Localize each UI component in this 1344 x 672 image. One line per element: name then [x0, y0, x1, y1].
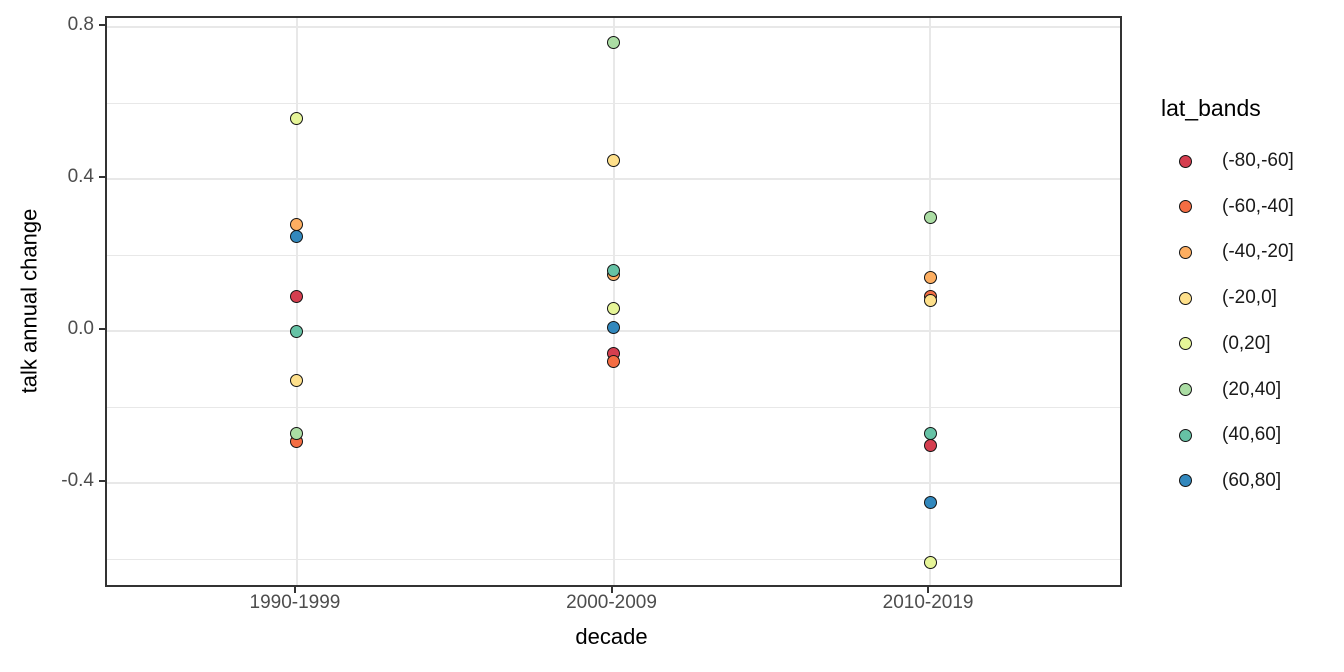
y-tick-label: 0.0 — [67, 318, 94, 339]
legend-item: (20,40] — [1179, 378, 1282, 400]
legend-item: (-60,-40] — [1179, 195, 1294, 217]
y-tick-mark — [99, 328, 105, 330]
data-point — [923, 556, 937, 570]
legend-key-dot-icon — [1179, 291, 1192, 305]
legend-item-label: (-60,-40] — [1222, 195, 1294, 217]
data-point — [290, 229, 304, 243]
legend-item: (-40,-20] — [1179, 241, 1294, 263]
y-tick-label: 0.8 — [67, 14, 94, 35]
data-point — [607, 263, 620, 277]
legend-item-label: (60,80] — [1222, 469, 1282, 491]
data-point — [290, 373, 304, 387]
x-tick-mark — [927, 587, 930, 593]
y-axis-title: talk annual change — [16, 208, 42, 394]
legend-item-label: (-80,-60] — [1222, 150, 1294, 171]
legend-key-dot-icon — [1179, 383, 1192, 396]
legend-item: (60,80] — [1179, 469, 1282, 491]
data-point — [923, 210, 937, 224]
legend-key-dot-icon — [1179, 154, 1192, 168]
data-point — [607, 354, 620, 368]
data-point — [923, 495, 937, 509]
x-tick-label: 1990-1999 — [249, 592, 341, 613]
data-point — [607, 35, 620, 49]
data-point — [290, 427, 304, 441]
legend-title: lat_bands — [1161, 95, 1261, 121]
data-point — [923, 271, 937, 285]
x-major-gridline — [612, 18, 615, 585]
y-tick-mark — [99, 480, 105, 482]
legend-item: (40,60] — [1179, 424, 1282, 446]
y-tick-label: 0.4 — [67, 166, 94, 187]
data-point — [607, 153, 620, 167]
data-point — [290, 111, 304, 125]
legend-item-label: (40,60] — [1222, 424, 1282, 446]
data-point — [923, 438, 937, 452]
legend-key-dot-icon — [1179, 337, 1192, 351]
legend-item: (0,20] — [1179, 332, 1271, 354]
legend-item: (-80,-60] — [1179, 150, 1294, 171]
x-axis-title: decade — [575, 624, 648, 649]
y-tick-label: -0.4 — [61, 470, 94, 491]
legend-item-label: (20,40] — [1222, 378, 1282, 400]
data-point — [607, 301, 620, 315]
data-point — [607, 320, 620, 334]
legend-item-label: (0,20] — [1222, 332, 1271, 354]
legend-item: (-20,0] — [1179, 287, 1277, 309]
x-tick-label: 2000-2009 — [566, 592, 657, 613]
data-point — [923, 427, 937, 441]
legend-key-dot-icon — [1179, 428, 1192, 442]
x-tick-mark — [610, 587, 613, 593]
legend-item-label: (-20,0] — [1222, 287, 1277, 309]
x-tick-mark — [293, 587, 296, 593]
legend-key-dot-icon — [1179, 474, 1192, 488]
data-point — [923, 294, 937, 308]
data-point — [290, 290, 304, 304]
legend-item-label: (-40,-20] — [1222, 241, 1294, 263]
data-point — [290, 324, 304, 338]
plot-panel — [105, 16, 1122, 587]
legend: lat_bands (-80,-60] (-60,-40] (-40,-20] (-2… — [1161, 95, 1294, 491]
y-tick-mark — [99, 176, 105, 178]
y-tick-mark — [99, 24, 105, 26]
legend-key-dot-icon — [1179, 200, 1192, 214]
legend-key-dot-icon — [1179, 245, 1192, 259]
x-tick-label: 2010-2019 — [882, 592, 974, 613]
